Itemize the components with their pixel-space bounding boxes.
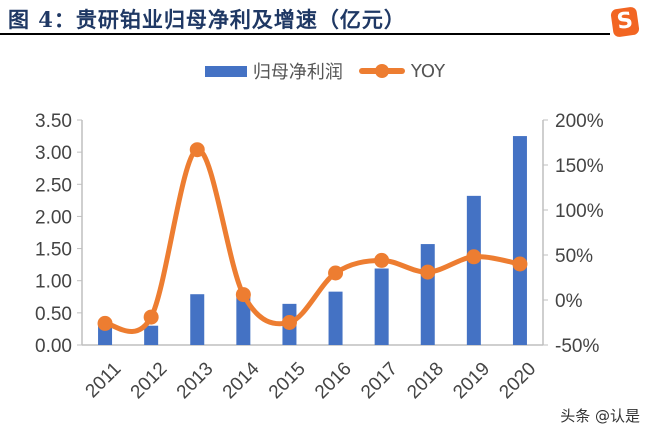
legend-item-bar: 归母净利润: [204, 58, 343, 84]
yoy-point-2019: [466, 249, 482, 265]
legend-item-line: YOY: [358, 60, 446, 82]
bar-2013: [190, 294, 205, 345]
right-tick-label: 100%: [555, 201, 604, 222]
x-tick-label: 2015: [265, 358, 310, 403]
yoy-point-2013: [189, 142, 205, 158]
left-tick-label: 2.00: [35, 207, 72, 228]
yoy-line: [102, 147, 523, 334]
yoy-point-2020: [512, 256, 528, 272]
yoy-point-2018: [420, 264, 436, 280]
bar-2019: [466, 195, 481, 345]
bar-2020: [512, 136, 527, 345]
yoy-point-2014: [235, 287, 251, 303]
bar-2012: [144, 325, 159, 345]
left-tick-label: 1.00: [35, 272, 72, 293]
yoy-point-2015: [281, 315, 297, 330]
legend-label: 归母净利润: [252, 62, 343, 83]
right-tick-label: 200%: [555, 111, 604, 132]
bar-2018: [420, 244, 435, 345]
left-tick-label: 2.50: [35, 175, 72, 196]
x-tick-label: 2014: [219, 358, 264, 403]
bar-2014: [236, 293, 251, 345]
x-tick-label: 2019: [449, 358, 494, 403]
right-tick-label: 150%: [555, 156, 604, 177]
x-tick-label: 2018: [403, 358, 448, 403]
x-tick-label: 2016: [311, 358, 356, 403]
bar-2016: [328, 291, 343, 345]
x-tick-label: 2012: [127, 358, 172, 403]
right-tick-label: -50%: [555, 336, 599, 357]
bar-2017: [374, 268, 389, 345]
chart-title: 图 4：贵研铂业归母净利及增速（亿元）: [8, 7, 406, 32]
yoy-point-2017: [374, 252, 390, 268]
x-tick-label: 2013: [173, 358, 218, 403]
right-tick-label: 0%: [555, 291, 583, 312]
legend-swatch-line: [358, 64, 405, 78]
watermark: 头条 @认是: [560, 407, 640, 425]
legend: 归母净利润 YOY: [0, 58, 650, 84]
left-tick-label: 1.50: [35, 240, 72, 261]
x-tick-label: 2017: [357, 358, 402, 403]
left-tick-label: 3.00: [35, 143, 72, 164]
yoy-point-2011: [97, 315, 113, 331]
right-tick-label: 50%: [555, 246, 593, 267]
yoy-point-2012: [143, 309, 159, 325]
yoy-point-2016: [328, 265, 344, 281]
x-tick-label: 2011: [82, 358, 126, 402]
x-tick-label: 2020: [495, 358, 540, 403]
legend-label: YOY: [410, 60, 446, 82]
left-tick-label: 0.00: [35, 336, 72, 357]
left-tick-label: 0.50: [35, 304, 72, 325]
left-tick-label: 3.50: [35, 111, 72, 132]
title-rule: [0, 33, 610, 35]
legend-swatch-bar: [204, 65, 247, 77]
